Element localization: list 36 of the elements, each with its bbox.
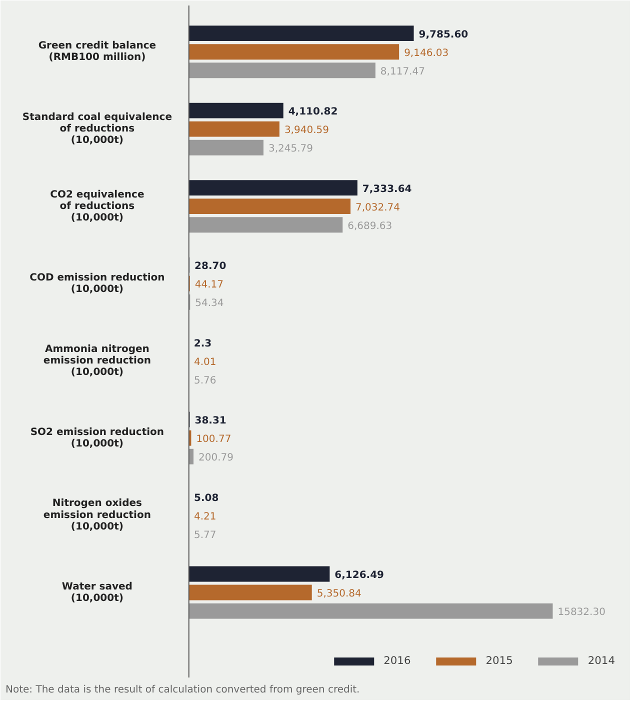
- y-tick-label: Nitrogen oxides emission reduction (10,000t): [43, 498, 151, 532]
- data-label: 7,032.74: [356, 202, 400, 214]
- data-label: 38.31: [194, 416, 226, 427]
- data-label: 5.08: [194, 492, 219, 504]
- y-tick-label: SO2 emission reduction (10,000t): [30, 426, 164, 450]
- data-label: 4.01: [194, 356, 216, 368]
- data-label: 4.21: [194, 511, 216, 522]
- data-label: 54.34: [195, 298, 224, 310]
- data-label: 44.17: [194, 280, 224, 291]
- text: Note: The data is the result of calculation converted from green credit.: [6, 684, 360, 696]
- y-tick-label: Standard coal equivalence of reductions (10,000t): [22, 112, 172, 146]
- data-label: 6,689.63: [348, 220, 392, 232]
- data-label: 7,333.64: [362, 184, 412, 195]
- y-tick-label: CO2 equivalence of reductions (10,000t): [50, 189, 144, 224]
- legend-label: 2014: [588, 654, 615, 667]
- data-label: 15832.30: [558, 607, 606, 618]
- y-tick-label: Green credit balance (RMB100 million): [38, 40, 156, 64]
- data-label: 9,785.60: [418, 29, 468, 40]
- data-label: 3,245.79: [268, 144, 314, 155]
- data-label: 2.3: [194, 338, 212, 350]
- data-label: 200.79: [198, 452, 234, 464]
- y-tick-label: COD emission reduction (10,000t): [30, 272, 165, 295]
- data-label: 9,146.03: [404, 48, 449, 59]
- data-label: 5.77: [194, 530, 216, 541]
- data-label: 8,117.47: [380, 66, 425, 78]
- legend-label: 2015: [486, 654, 513, 667]
- data-label: 3,940.59: [284, 125, 329, 136]
- y-tick-label: Water saved (10,000t): [62, 581, 132, 604]
- data-label: 28.70: [194, 261, 226, 272]
- data-label: 5.76: [194, 375, 216, 386]
- data-label: 6,126.49: [334, 570, 384, 581]
- data-label: 4,110.82: [288, 106, 338, 118]
- data-label: 5,350.84: [316, 588, 362, 600]
- data-label: 100.77: [196, 434, 232, 446]
- y-tick-label: Ammonia nitrogen emission reduction (10,000t): [43, 344, 151, 378]
- legend-label: 2016: [384, 654, 411, 667]
